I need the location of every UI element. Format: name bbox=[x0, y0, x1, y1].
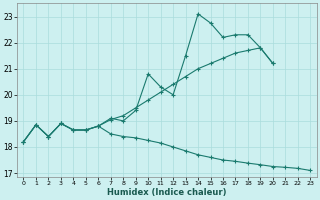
X-axis label: Humidex (Indice chaleur): Humidex (Indice chaleur) bbox=[107, 188, 227, 197]
